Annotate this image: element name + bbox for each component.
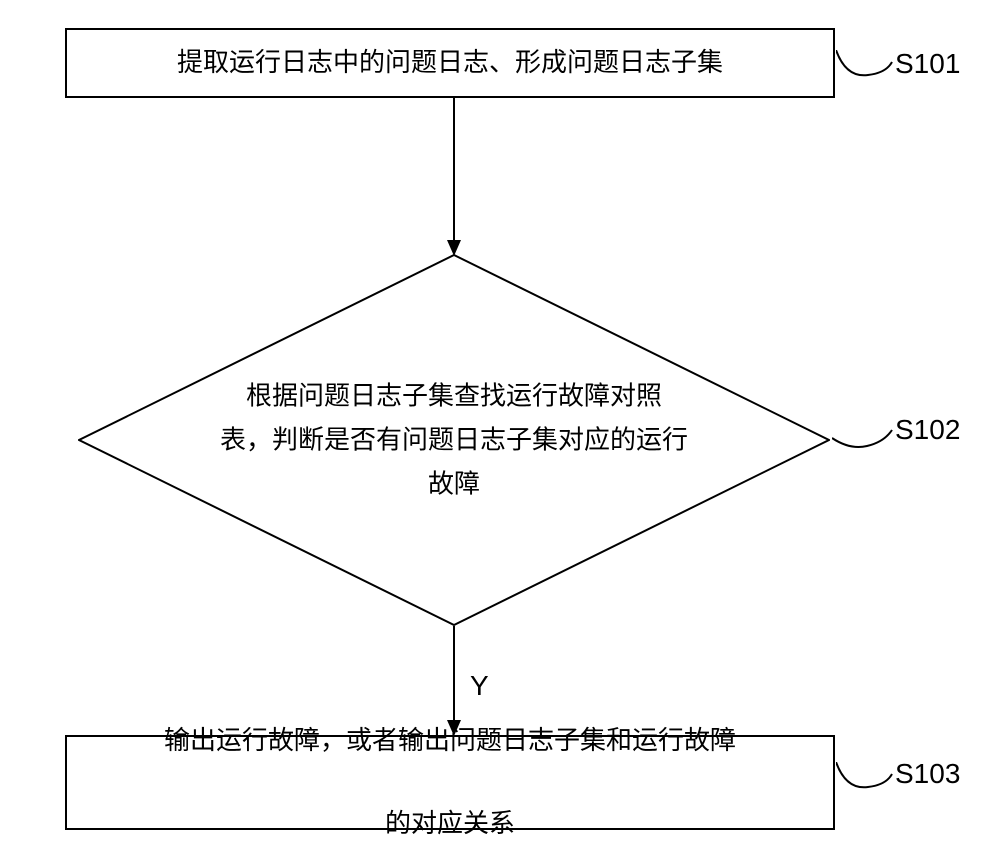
brace-s101 — [836, 50, 894, 92]
flowchart-container: 提取运行日志中的问题日志、形成问题日志子集 根据问题日志子集查找运行故障对照 表… — [0, 0, 1000, 865]
node-text: 提取运行日志中的问题日志、形成问题日志子集 — [177, 42, 723, 84]
flow-node-s103: 输出运行故障，或者输出问题日志子集和运行故障 的对应关系 — [65, 735, 835, 830]
edge-s101-s102 — [444, 98, 464, 258]
node-text: 输出运行故障，或者输出问题日志子集和运行故障 的对应关系 — [164, 720, 736, 845]
node-text: 根据问题日志子集查找运行故障对照 表，判断是否有问题日志子集对应的运行 故障 — [191, 374, 717, 507]
brace-s103 — [836, 762, 894, 804]
edge-label-y: Y — [470, 670, 489, 702]
step-label-s102: S102 — [895, 414, 960, 446]
step-label-s103: S103 — [895, 758, 960, 790]
flow-node-s101: 提取运行日志中的问题日志、形成问题日志子集 — [65, 28, 835, 98]
flow-node-s102: 根据问题日志子集查找运行故障对照 表，判断是否有问题日志子集对应的运行 故障 — [78, 254, 830, 626]
brace-s102 — [832, 420, 894, 462]
step-label-s101: S101 — [895, 48, 960, 80]
